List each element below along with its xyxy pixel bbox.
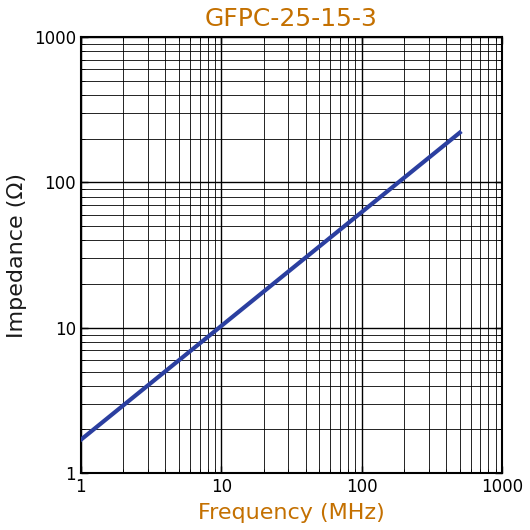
Y-axis label: Impedance (Ω): Impedance (Ω) — [7, 173, 27, 338]
Title: GFPC-25-15-3: GFPC-25-15-3 — [205, 7, 378, 31]
X-axis label: Frequency (MHz): Frequency (MHz) — [198, 503, 385, 523]
